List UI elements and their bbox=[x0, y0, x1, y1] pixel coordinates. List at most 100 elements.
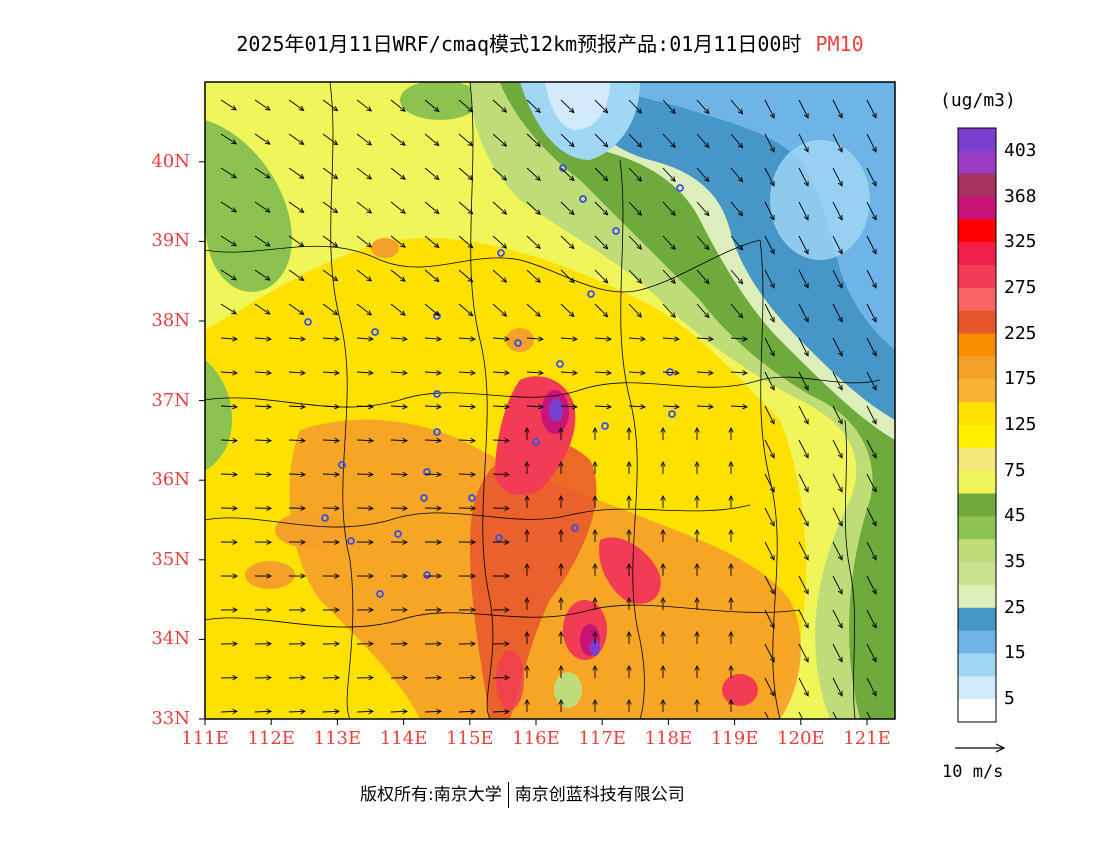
wind-arrow bbox=[322, 437, 340, 444]
legend-level-label: 75 bbox=[1004, 459, 1026, 481]
wind-arrow bbox=[220, 505, 238, 511]
copyright-footer: 版权所有:南京大学 南京创蓝科技有限公司 bbox=[360, 780, 685, 808]
wind-arrow bbox=[866, 609, 877, 629]
wind-arrow bbox=[424, 99, 440, 113]
legend-level-label: 325 bbox=[1004, 231, 1037, 253]
legend-swatch bbox=[958, 196, 996, 220]
wind-arrow bbox=[866, 473, 877, 493]
legend-level-label: 45 bbox=[1004, 505, 1026, 527]
wind-arrow bbox=[288, 505, 306, 511]
wind-arrow bbox=[694, 665, 700, 678]
wind-arrow bbox=[832, 133, 843, 153]
lon-label: 118E bbox=[644, 728, 693, 749]
wind-arrow bbox=[764, 99, 775, 119]
wind-arrow bbox=[626, 461, 632, 474]
wind-arrow bbox=[832, 235, 843, 255]
concentration-low-patch bbox=[554, 672, 582, 708]
wind-arrow bbox=[594, 370, 612, 376]
wind-arrow bbox=[592, 563, 598, 576]
wind-arrow bbox=[288, 336, 306, 342]
legend-swatch bbox=[958, 379, 996, 403]
wind-arrow bbox=[458, 336, 476, 342]
wind-arrow bbox=[356, 437, 374, 444]
wind-arrow bbox=[288, 607, 306, 613]
lon-label: 112E bbox=[247, 728, 295, 749]
city-marker bbox=[423, 468, 431, 476]
concentration-45-west bbox=[205, 120, 292, 292]
wind-arrow bbox=[254, 607, 272, 613]
wind-arrow bbox=[458, 303, 474, 317]
wind-arrow bbox=[322, 269, 339, 282]
lat-label: 33N bbox=[151, 708, 190, 729]
wind-arrow bbox=[866, 235, 877, 255]
wind-arrow bbox=[660, 563, 666, 576]
wind-arrow bbox=[322, 167, 339, 180]
wind-arrow bbox=[390, 505, 408, 511]
city-marker bbox=[612, 227, 620, 235]
wind-arrow bbox=[798, 337, 809, 357]
wind-arrow bbox=[526, 336, 544, 342]
city-marker bbox=[371, 328, 379, 336]
wind-arrow bbox=[832, 541, 843, 561]
city-marker bbox=[601, 422, 609, 430]
wind-arrow bbox=[764, 371, 775, 391]
wind-arrow bbox=[628, 235, 643, 250]
wind-arrow bbox=[594, 235, 609, 250]
wind-arrow bbox=[356, 403, 374, 410]
legend-swatch bbox=[958, 607, 996, 632]
wind-arrow bbox=[628, 99, 643, 114]
wind-arrow bbox=[764, 677, 775, 697]
wind-arrow bbox=[492, 99, 508, 113]
wind-arrow bbox=[626, 563, 632, 576]
wind-arrow bbox=[524, 461, 530, 474]
wind-arrow bbox=[254, 99, 271, 111]
wind-arrow bbox=[322, 201, 339, 214]
city-marker bbox=[468, 494, 476, 502]
wind-arrow bbox=[730, 133, 744, 149]
wind-arrow bbox=[592, 529, 598, 542]
wind-arrow bbox=[220, 539, 238, 545]
wind-arrow bbox=[524, 427, 530, 440]
wind-arrow bbox=[764, 201, 775, 221]
wind-arrow bbox=[288, 201, 305, 213]
wind-arrow bbox=[798, 677, 809, 697]
wind-arrow bbox=[390, 235, 406, 248]
wind-arrow bbox=[696, 303, 710, 319]
wind-arrow bbox=[458, 641, 476, 647]
city-marker bbox=[668, 410, 676, 418]
city-marker bbox=[532, 438, 540, 446]
wind-arrow bbox=[662, 99, 676, 115]
wind-arrow bbox=[866, 133, 877, 153]
legend-level-label: 25 bbox=[1004, 596, 1026, 618]
wind-arrow bbox=[764, 507, 775, 527]
wind-arrow bbox=[492, 303, 508, 317]
wind-arrow bbox=[558, 699, 564, 712]
wind-arrow bbox=[728, 597, 734, 610]
wind-arrow bbox=[832, 99, 843, 119]
wind-arrow bbox=[594, 269, 609, 284]
concentration-275-hotspot bbox=[599, 537, 661, 604]
concentration-403-hotspot bbox=[590, 640, 600, 656]
wind-arrow bbox=[866, 337, 877, 357]
wind-arrow bbox=[288, 708, 306, 715]
wind-arrow bbox=[322, 471, 340, 478]
wind-arrow bbox=[390, 471, 408, 478]
wind-arrow bbox=[356, 505, 374, 511]
wind-arrow bbox=[592, 631, 598, 644]
legend-level-label: 175 bbox=[1004, 368, 1037, 390]
wind-arrow bbox=[254, 539, 272, 545]
wind-arrow bbox=[220, 133, 237, 145]
wind-arrow bbox=[696, 201, 710, 217]
city-marker bbox=[433, 428, 441, 436]
wind-arrow bbox=[524, 665, 530, 678]
wind-arrow bbox=[694, 427, 700, 440]
wind-arrow bbox=[764, 439, 775, 459]
wind-arrow bbox=[560, 99, 575, 114]
wind-arrow bbox=[356, 708, 374, 715]
legend-swatch bbox=[958, 425, 996, 449]
concentration-403-hotspot bbox=[549, 398, 563, 422]
wind-arrow bbox=[696, 133, 710, 149]
concentration-275-hotspot bbox=[722, 674, 758, 706]
wind-arrow bbox=[492, 235, 508, 249]
legend-swatch bbox=[958, 333, 996, 357]
